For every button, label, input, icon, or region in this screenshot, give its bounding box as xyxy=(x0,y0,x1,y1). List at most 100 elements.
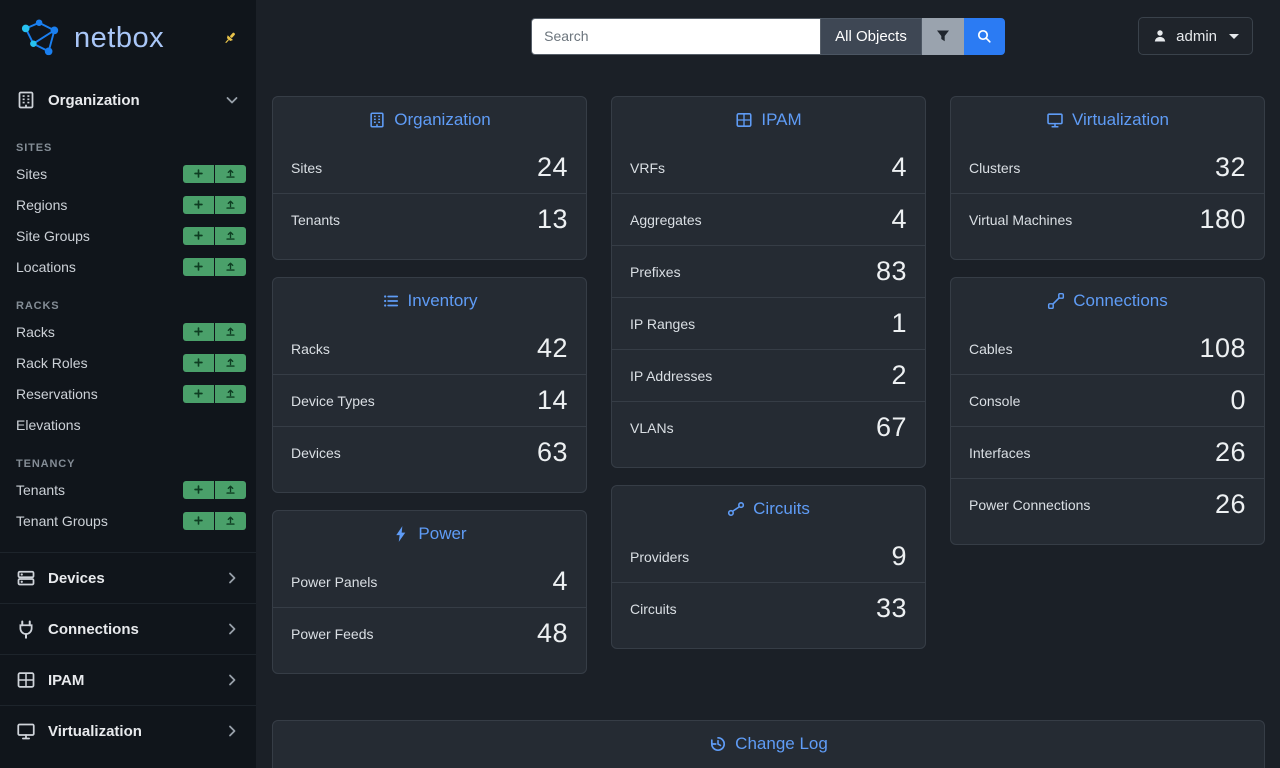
add-button[interactable] xyxy=(183,195,214,214)
sidebar-item-label[interactable]: Tenant Groups xyxy=(16,512,108,529)
stat-label[interactable]: Power Connections xyxy=(969,496,1091,513)
card-title: Connections xyxy=(1073,291,1168,310)
brand-name[interactable]: netbox xyxy=(74,21,165,54)
stat-label[interactable]: IP Ranges xyxy=(630,315,696,332)
stat-label[interactable]: VRFs xyxy=(630,159,665,176)
stat-label[interactable]: Aggregates xyxy=(630,211,702,228)
stat-label[interactable]: Console xyxy=(969,392,1021,409)
stat-label[interactable]: Circuits xyxy=(630,600,677,617)
stat-value[interactable]: 42 xyxy=(536,333,568,363)
card-connections-header: Connections xyxy=(951,278,1264,323)
stat-value[interactable]: 0 xyxy=(1230,385,1246,415)
sidebar-item-label[interactable]: Elevations xyxy=(16,416,81,433)
import-button[interactable] xyxy=(215,353,246,372)
add-button[interactable] xyxy=(183,384,214,403)
stat-value[interactable]: 2 xyxy=(891,360,907,390)
sidebar-section-organization[interactable]: Organization xyxy=(0,76,256,124)
upload-icon xyxy=(225,199,236,210)
stat-label[interactable]: Prefixes xyxy=(630,263,681,280)
card-virtualization-header: Virtualization xyxy=(951,97,1264,142)
user-menu-button[interactable]: admin xyxy=(1138,17,1253,55)
sidebar-item-label[interactable]: Locations xyxy=(16,258,76,275)
sidebar-item-label[interactable]: Regions xyxy=(16,196,68,213)
search-scope-button[interactable]: All Objects xyxy=(821,17,922,55)
sidebar-item-site-groups[interactable]: Site Groups xyxy=(0,220,256,251)
stat-label[interactable]: Virtual Machines xyxy=(969,211,1073,228)
stat-value[interactable]: 24 xyxy=(536,152,568,182)
sidebar-item-elevations[interactable]: Elevations xyxy=(0,409,256,440)
stat-label[interactable]: Power Panels xyxy=(291,573,378,590)
netbox-logo-icon xyxy=(16,17,66,59)
stat-label[interactable]: Racks xyxy=(291,340,330,357)
stat-value[interactable]: 1 xyxy=(891,308,907,338)
stat-value[interactable]: 67 xyxy=(875,412,907,442)
import-button[interactable] xyxy=(215,480,246,499)
stat-value[interactable]: 83 xyxy=(875,256,907,286)
stat-value[interactable]: 32 xyxy=(1214,152,1246,182)
sidebar-item-regions[interactable]: Regions xyxy=(0,189,256,220)
sidebar-item-label[interactable]: Tenants xyxy=(16,481,66,498)
stat-label[interactable]: Devices xyxy=(291,444,341,461)
sidebar-item-racks[interactable]: Racks xyxy=(0,316,256,347)
stat-label[interactable]: Interfaces xyxy=(969,444,1031,461)
sidebar-item-label[interactable]: Sites xyxy=(16,165,48,182)
stat-value[interactable]: 4 xyxy=(891,204,907,234)
search-submit-button[interactable] xyxy=(963,17,1005,55)
sidebar-item-label[interactable]: Rack Roles xyxy=(16,354,88,371)
pin-sidebar-button[interactable] xyxy=(218,26,242,50)
sidebar-section-connections[interactable]: Connections xyxy=(0,603,256,654)
sidebar-item-tenant-groups[interactable]: Tenant Groups xyxy=(0,505,256,536)
import-button[interactable] xyxy=(215,511,246,530)
add-button[interactable] xyxy=(183,322,214,341)
stat-label[interactable]: Device Types xyxy=(291,392,375,409)
stat-value[interactable]: 48 xyxy=(536,618,568,648)
stat-label[interactable]: Clusters xyxy=(969,159,1021,176)
add-button[interactable] xyxy=(183,353,214,372)
stat-label[interactable]: Power Feeds xyxy=(291,625,374,642)
stat-value[interactable]: 108 xyxy=(1199,333,1246,363)
import-button[interactable] xyxy=(215,257,246,276)
stat-label[interactable]: Sites xyxy=(291,159,323,176)
stat-value[interactable]: 180 xyxy=(1199,204,1246,234)
stat-label[interactable]: IP Addresses xyxy=(630,367,713,384)
search-input[interactable] xyxy=(531,17,822,55)
add-button[interactable] xyxy=(183,480,214,499)
sidebar-item-locations[interactable]: Locations xyxy=(0,251,256,282)
stat-value[interactable]: 14 xyxy=(536,385,568,415)
sidebar-section-virtualization[interactable]: Virtualization xyxy=(0,705,256,756)
stat-label[interactable]: Providers xyxy=(630,548,690,565)
stat-value[interactable]: 4 xyxy=(552,566,568,596)
sidebar-item-label[interactable]: Reservations xyxy=(16,385,98,402)
user-name: admin xyxy=(1176,27,1217,45)
sidebar-section-devices[interactable]: Devices xyxy=(0,552,256,603)
add-button[interactable] xyxy=(183,226,214,245)
stat-value[interactable]: 26 xyxy=(1214,437,1246,467)
import-button[interactable] xyxy=(215,226,246,245)
add-button[interactable] xyxy=(183,164,214,183)
stat-label[interactable]: Tenants xyxy=(291,211,341,228)
import-button[interactable] xyxy=(215,384,246,403)
sidebar-section-ipam[interactable]: IPAM xyxy=(0,654,256,705)
import-button[interactable] xyxy=(215,322,246,341)
stat-value[interactable]: 13 xyxy=(536,204,568,234)
stat-value[interactable]: 63 xyxy=(536,437,568,467)
sidebar-item-tenants[interactable]: Tenants xyxy=(0,474,256,505)
sidebar-item-sites[interactable]: Sites xyxy=(0,158,256,189)
add-button[interactable] xyxy=(183,257,214,276)
import-button[interactable] xyxy=(215,164,246,183)
sidebar-item-reservations[interactable]: Reservations xyxy=(0,378,256,409)
import-button[interactable] xyxy=(215,195,246,214)
sidebar-item-label[interactable]: Site Groups xyxy=(16,227,90,244)
stat-value[interactable]: 4 xyxy=(891,152,907,182)
sidebar-item-label[interactable]: Racks xyxy=(16,323,55,340)
stat-value[interactable]: 9 xyxy=(891,541,907,571)
stat-label[interactable]: VLANs xyxy=(630,419,674,436)
stat-label[interactable]: Cables xyxy=(969,340,1013,357)
sidebar-item-rack-roles[interactable]: Rack Roles xyxy=(0,347,256,378)
stat-value[interactable]: 26 xyxy=(1214,489,1246,519)
stat-value[interactable]: 33 xyxy=(875,593,907,623)
sidebar: netbox Organization SITES Sites Regions xyxy=(0,0,256,768)
stat-row: VRFs 4 xyxy=(612,142,925,193)
add-button[interactable] xyxy=(183,511,214,530)
filter-button[interactable] xyxy=(921,17,964,55)
